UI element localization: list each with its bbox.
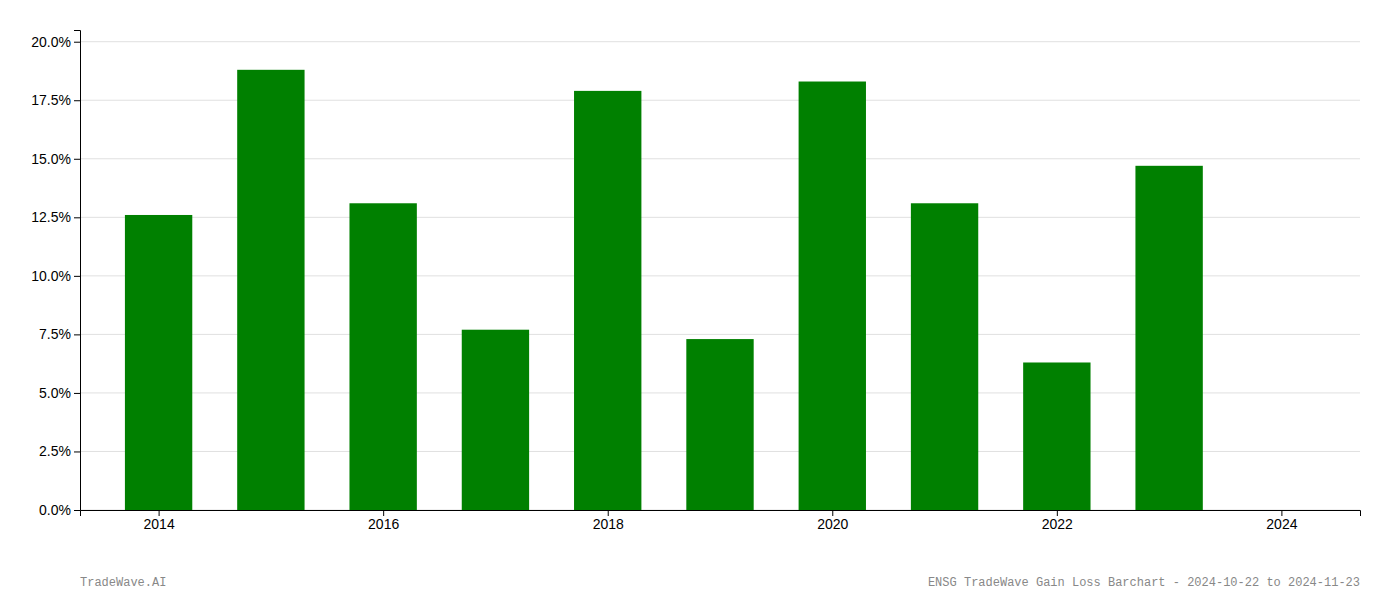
y-tick: 20.0% [31, 34, 80, 50]
bar [574, 91, 641, 510]
y-tick-label: 10.0% [31, 268, 71, 284]
y-tick-label: 5.0% [39, 385, 71, 401]
y-tick-label: 20.0% [31, 34, 71, 50]
y-tick-mark [74, 159, 80, 160]
bar [1135, 166, 1202, 510]
y-tick-mark [74, 42, 80, 43]
x-tick: 2014 [144, 510, 175, 532]
y-tick-mark [74, 217, 80, 218]
bar [125, 215, 192, 510]
footer-text: TradeWave.AI [80, 576, 166, 590]
x-tick-label: 2016 [368, 516, 399, 532]
bar [462, 330, 529, 510]
bar [1023, 362, 1090, 510]
x-axis-line [81, 511, 1361, 517]
grid-line [80, 41, 1360, 42]
x-tick-label: 2024 [1266, 516, 1297, 532]
y-tick-mark [74, 100, 80, 101]
chart: 2014 2016 2018 2020 2022 2024 0.0% 2.5% 5.0% 7.5%… [0, 0, 1400, 600]
y-tick-label: 7.5% [39, 326, 71, 342]
y-tick: 5.0% [39, 385, 80, 401]
y-axis: 0.0% 2.5% 5.0% 7.5% 10.0% 12.5% 15.0% 17.5% 20.0… [31, 31, 80, 518]
y-tick-mark [74, 451, 80, 452]
y-tick-mark [74, 393, 80, 394]
y-tick-label: 15.0% [31, 151, 71, 167]
bar [686, 339, 753, 510]
bar [349, 203, 416, 510]
x-tick: 2020 [817, 510, 848, 532]
footer-text: ENSG TradeWave Gain Loss Barchart - 2024… [928, 576, 1360, 590]
y-tick: 7.5% [39, 326, 80, 342]
y-tick-mark [74, 334, 80, 335]
y-tick: 15.0% [31, 151, 80, 167]
x-tick-label: 2014 [144, 516, 175, 532]
y-axis-line [74, 31, 81, 511]
y-tick-label: 17.5% [31, 92, 71, 108]
bar [237, 70, 304, 510]
grid [80, 42, 1360, 510]
x-tick-label: 2018 [593, 516, 624, 532]
y-tick: 10.0% [31, 268, 80, 284]
plot: 2014 2016 2018 2020 2022 2024 0.0% 2.5% 5.0% 7.5%… [31, 31, 1360, 532]
y-tick: 17.5% [31, 92, 80, 108]
bars [125, 70, 1203, 510]
x-tick: 2016 [368, 510, 399, 532]
y-tick-label: 0.0% [39, 502, 71, 518]
bar [799, 82, 866, 510]
y-tick-label: 12.5% [31, 209, 71, 225]
x-tick-label: 2022 [1042, 516, 1073, 532]
y-tick: 2.5% [39, 443, 80, 459]
x-tick: 2024 [1266, 510, 1297, 532]
bar [911, 203, 978, 510]
x-tick: 2018 [593, 510, 624, 532]
y-tick: 0.0% [39, 502, 80, 518]
x-tick-label: 2020 [817, 516, 848, 532]
y-tick-mark [74, 276, 80, 277]
x-axis: 2014 2016 2018 2020 2022 2024 [81, 510, 1361, 532]
y-tick-label: 2.5% [39, 443, 71, 459]
y-tick: 12.5% [31, 209, 80, 225]
y-tick-mark [74, 510, 80, 511]
x-tick: 2022 [1042, 510, 1073, 532]
